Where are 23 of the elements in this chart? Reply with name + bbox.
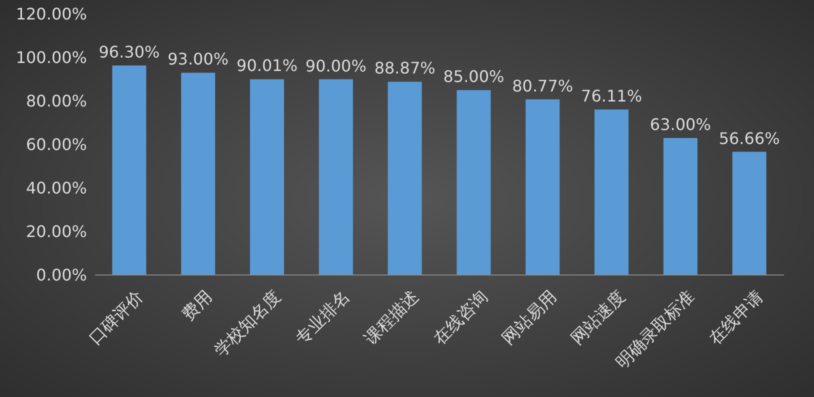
data-label: 76.11% xyxy=(581,86,642,106)
y-tick-label: 20.00% xyxy=(26,222,87,242)
data-label: 56.66% xyxy=(718,128,780,148)
y-tick-label: 120.00% xyxy=(16,4,87,24)
data-label: 93.00% xyxy=(168,50,229,69)
x-tick-label: 网站易用 xyxy=(498,286,561,350)
x-tick-label: 在线咨询 xyxy=(430,286,492,350)
x-tick-label: 口碑评价 xyxy=(85,286,148,350)
x-tick-label: 课程描述 xyxy=(360,286,424,350)
y-tick-label: 0.00% xyxy=(36,266,87,285)
data-label: 85.00% xyxy=(443,67,504,86)
y-tick-label: 60.00% xyxy=(26,135,87,154)
y-tick-label: 80.00% xyxy=(26,92,87,111)
data-label: 80.77% xyxy=(512,76,574,96)
data-label: 90.01% xyxy=(236,56,298,76)
data-label: 96.30% xyxy=(98,42,160,62)
data-label: 63.00% xyxy=(650,114,711,134)
y-tick-label: 40.00% xyxy=(26,178,87,198)
y-tick-label: 100.00% xyxy=(16,48,87,68)
x-tick-label: 专业排名 xyxy=(292,286,354,350)
data-label: 90.00% xyxy=(305,56,366,76)
data-label: 88.87% xyxy=(374,58,436,78)
x-tick-label: 在线申请 xyxy=(705,286,768,350)
